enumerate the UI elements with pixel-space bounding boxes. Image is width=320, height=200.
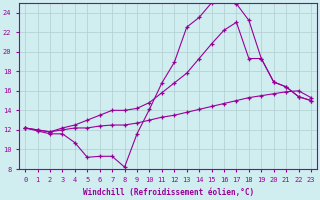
X-axis label: Windchill (Refroidissement éolien,°C): Windchill (Refroidissement éolien,°C) [83,188,254,197]
